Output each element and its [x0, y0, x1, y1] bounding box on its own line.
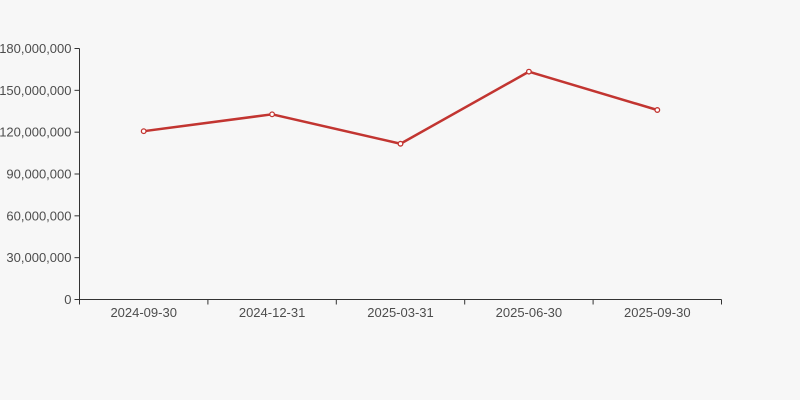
series-line — [142, 70, 659, 145]
y-tick-label: 0 — [64, 292, 71, 307]
y-tick-label: 90,000,000 — [6, 167, 71, 182]
y-tick-label: 60,000,000 — [6, 208, 71, 223]
y-tick-label: 30,000,000 — [6, 250, 71, 265]
data-point — [269, 111, 276, 118]
data-point — [525, 68, 532, 75]
data-point — [654, 107, 661, 113]
x-tick-label: 2024-09-30 — [110, 305, 177, 320]
data-point — [140, 128, 147, 135]
x-tick-label: 2025-03-31 — [367, 305, 434, 320]
y-tick-label: 180,000,000 — [0, 41, 72, 56]
y-tick-label: 150,000,000 — [0, 83, 72, 98]
x-tick-label: 2025-09-30 — [624, 305, 691, 320]
x-tick-label: 2025-06-30 — [496, 305, 563, 320]
y-tick-label: 120,000,000 — [0, 125, 72, 140]
data-point — [397, 140, 404, 147]
x-tick-label: 2024-12-31 — [239, 305, 306, 320]
